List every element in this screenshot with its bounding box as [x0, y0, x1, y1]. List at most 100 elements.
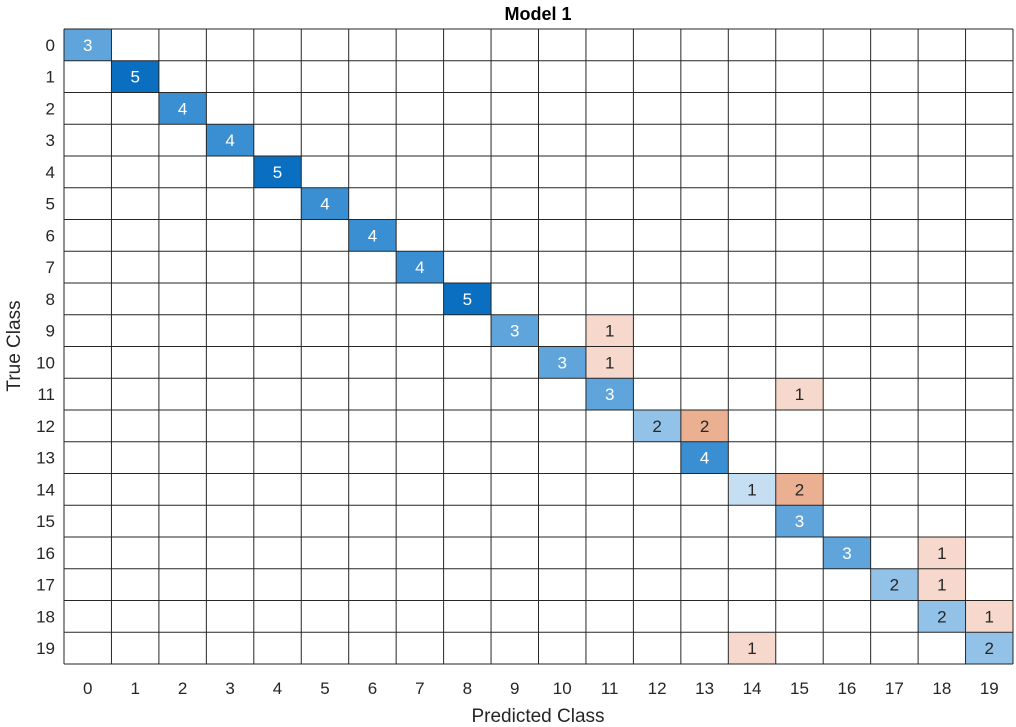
matrix-cell-value: 2 — [700, 417, 709, 436]
matrix-cell-14-15 — [775, 473, 824, 506]
matrix-cell-value: 1 — [985, 607, 994, 626]
matrix-cell-14-14 — [728, 473, 776, 506]
matrix-cell-value: 2 — [985, 639, 994, 658]
y-tick-label: 18 — [36, 607, 55, 626]
x-tick-label: 7 — [415, 679, 424, 698]
y-tick-label: 17 — [36, 576, 55, 595]
matrix-cell-value: 1 — [605, 322, 614, 341]
x-axis-ticks: 0 1 2 3 4 5 6 7 8 9 10 11 12 13 14 15 16 17 18 19 — [83, 679, 999, 698]
y-tick-label: 5 — [46, 195, 55, 214]
x-tick-label: 19 — [980, 679, 999, 698]
matrix-cell-10-11 — [585, 346, 634, 379]
matrix-cell-10-10 — [538, 346, 586, 379]
y-tick-label: 8 — [46, 290, 55, 309]
matrix-cell-value: 4 — [415, 258, 424, 277]
y-tick-label: 0 — [46, 36, 55, 55]
matrix-cell-11-15 — [775, 378, 824, 410]
matrix-cell-value: 3 — [605, 385, 614, 404]
matrix-cell-12-12 — [633, 410, 681, 442]
matrix-cell-value: 1 — [937, 576, 946, 595]
matrix-cell-9-9 — [491, 314, 539, 347]
x-tick-label: 13 — [695, 679, 714, 698]
matrix-cell-7-7 — [396, 251, 444, 283]
matrix-cell-value: 5 — [463, 290, 472, 309]
x-tick-label: 5 — [320, 679, 329, 698]
matrix-cell-8-8 — [443, 283, 492, 315]
y-tick-label: 10 — [36, 353, 55, 372]
matrix-cell-value: 2 — [890, 576, 899, 595]
x-tick-label: 17 — [885, 679, 904, 698]
matrix-cell-value: 2 — [937, 607, 946, 626]
y-tick-label: 9 — [46, 322, 55, 341]
x-tick-label: 6 — [368, 679, 377, 698]
matrix-cell-value: 5 — [130, 68, 139, 87]
matrix-cell-17-18 — [918, 568, 966, 601]
matrix-cell-4-4 — [253, 156, 302, 188]
x-tick-label: 3 — [225, 679, 234, 698]
matrix-cell-value: 4 — [368, 226, 377, 245]
matrix-cell-value: 4 — [178, 99, 187, 118]
matrix-cell-19-19 — [965, 632, 1013, 664]
x-tick-label: 4 — [273, 679, 282, 698]
matrix-cell-value: 1 — [747, 480, 756, 499]
matrix-cell-value: 1 — [747, 639, 756, 658]
matrix-cell-11-11 — [585, 378, 634, 410]
matrix-cell-value: 3 — [842, 544, 851, 563]
y-tick-label: 2 — [46, 99, 55, 118]
matrix-cell-2-2 — [158, 92, 207, 125]
matrix-cells: 3 5 4 4 5 4 4 4 5 3 1 3 1 3 1 2 2 4 1 2 3 3 1 2 1 2 1 1 2 — [64, 29, 1013, 664]
matrix-cell-value: 3 — [795, 512, 804, 531]
matrix-cell-9-11 — [585, 314, 634, 347]
y-tick-label: 7 — [46, 258, 55, 277]
y-tick-label: 19 — [36, 639, 55, 658]
matrix-cell-0-0 — [64, 29, 112, 61]
matrix-cell-value: 4 — [700, 449, 709, 468]
y-tick-label: 4 — [46, 163, 55, 182]
matrix-cell-value: 2 — [652, 417, 661, 436]
matrix-cell-value: 1 — [937, 544, 946, 563]
x-tick-label: 9 — [510, 679, 519, 698]
y-tick-label: 3 — [46, 131, 55, 150]
matrix-cell-18-18 — [918, 600, 966, 633]
y-tick-label: 16 — [36, 544, 55, 563]
matrix-cell-value: 5 — [273, 163, 282, 182]
matrix-cell-value: 3 — [510, 322, 519, 341]
x-tick-label: 0 — [83, 679, 92, 698]
matrix-cell-5-5 — [301, 187, 349, 220]
x-axis-label: Predicted Class — [471, 706, 604, 727]
y-tick-label: 1 — [46, 68, 55, 87]
matrix-cell-value: 3 — [83, 36, 92, 55]
x-tick-label: 2 — [178, 679, 187, 698]
matrix-cell-13-13 — [680, 441, 729, 474]
matrix-cell-value: 3 — [557, 353, 566, 372]
matrix-cell-3-3 — [206, 124, 254, 156]
matrix-cell-value: 4 — [320, 195, 329, 214]
y-tick-label: 15 — [36, 512, 55, 531]
matrix-cell-value: 1 — [795, 385, 804, 404]
x-tick-label: 16 — [837, 679, 856, 698]
x-tick-label: 1 — [130, 679, 139, 698]
x-tick-label: 10 — [553, 679, 572, 698]
matrix-cell-17-17 — [870, 568, 919, 601]
x-tick-label: 8 — [463, 679, 472, 698]
x-tick-label: 15 — [790, 679, 809, 698]
y-tick-label: 12 — [36, 417, 55, 436]
x-tick-label: 18 — [932, 679, 951, 698]
y-tick-label: 6 — [46, 226, 55, 245]
x-tick-label: 12 — [648, 679, 667, 698]
y-axis-label: True Class — [4, 300, 25, 391]
y-tick-label: 13 — [36, 449, 55, 468]
matrix-cell-15-15 — [775, 505, 824, 537]
matrix-cell-1-1 — [111, 60, 159, 93]
matrix-cell-19-14 — [728, 632, 776, 664]
y-tick-label: 14 — [36, 480, 55, 499]
chart-title: Model 1 — [504, 4, 571, 24]
x-tick-label: 14 — [743, 679, 762, 698]
matrix-cell-value: 1 — [605, 353, 614, 372]
matrix-cell-value: 4 — [225, 131, 234, 150]
matrix-cell-6-6 — [348, 219, 397, 252]
matrix-cell-16-16 — [823, 537, 871, 569]
matrix-cell-16-18 — [918, 537, 966, 569]
matrix-cell-value: 2 — [795, 480, 804, 499]
